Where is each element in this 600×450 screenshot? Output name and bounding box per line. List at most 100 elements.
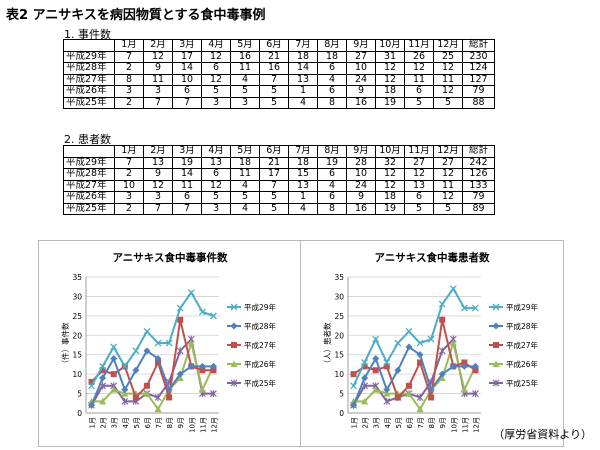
table-cell: 10 [346, 168, 376, 181]
table-cell: 5 [433, 202, 463, 215]
table-cell: 12 [433, 168, 463, 181]
table-cell: 3 [114, 85, 144, 98]
row-label: 平成26年 [63, 191, 115, 204]
table-cell: 5 [404, 202, 434, 215]
table-cell: 13 [143, 156, 173, 169]
table-cell: 12 [404, 62, 434, 75]
table-cell: 19 [172, 156, 202, 169]
legend-label: 平成27年 [244, 340, 277, 350]
table-cell: 18 [288, 50, 318, 63]
table-cell: 16 [346, 96, 376, 109]
data-point-marker [154, 339, 162, 347]
total-cell: 133 [462, 179, 495, 192]
data-point-marker [438, 370, 446, 378]
x-tick-label: 3月 [111, 417, 119, 428]
table-cell: 3 [201, 96, 231, 109]
table-cell: 24 [346, 179, 376, 192]
data-point-marker [209, 312, 217, 320]
table-cell: 4 [230, 202, 260, 215]
data-point-marker [439, 316, 446, 323]
data-point-marker [460, 386, 468, 393]
table-row: 平成25年 2 7 7 3 4 5 4 8 16 19 5 5 89 [63, 202, 495, 215]
row-label: 平成26年 [63, 85, 115, 98]
x-tick-label: 5月 [395, 417, 403, 428]
x-tick-label: 11月 [199, 417, 207, 433]
data-point-marker [492, 322, 500, 330]
series-group [88, 289, 217, 390]
table-cell: 8 [317, 202, 347, 215]
legend-label: 平成26年 [244, 359, 277, 369]
x-tick-label: 12月 [472, 417, 480, 433]
table-cell: 1 [288, 85, 318, 98]
y-tick-label: 0 [77, 409, 82, 418]
data-point-marker [154, 405, 162, 413]
table-cell: 13 [288, 73, 318, 86]
table-cell: 17 [259, 168, 289, 181]
table-cell: 4 [317, 179, 347, 192]
y-tick-label: 15 [334, 351, 344, 360]
table-cell: 6 [404, 191, 434, 204]
table-cell: 4 [230, 73, 260, 86]
table-cell: 18 [375, 191, 405, 204]
data-point-marker [472, 367, 479, 374]
table-row: 平成28年 2 9 14 6 11 17 15 6 10 12 12 12 126 [63, 168, 495, 181]
table-cell: 8 [114, 73, 144, 86]
table-cell: 14 [172, 168, 202, 181]
data-point-marker [438, 374, 446, 382]
data-point-marker [99, 374, 107, 382]
row-label: 平成28年 [63, 62, 115, 75]
data-point-marker [187, 362, 195, 370]
column-header: 1月 [114, 39, 144, 52]
incidents-table: 1月 2月 3月 4月 5月 6月 7月 8月 9月 10月 11月 12月 総計 平成29年 7 12 17 1… [63, 39, 495, 109]
data-point-marker [405, 343, 413, 351]
table-cell: 7 [114, 50, 144, 63]
table-cell: 17 [172, 50, 202, 63]
data-point-marker [230, 322, 238, 330]
data-point-marker [405, 382, 412, 389]
table-cell: 4 [288, 202, 318, 215]
data-point-marker [383, 359, 391, 366]
table-cell: 13 [201, 156, 231, 169]
column-header: 4月 [201, 39, 231, 52]
column-header: 8月 [317, 145, 347, 158]
total-cell: 89 [462, 202, 495, 215]
table-cell: 1 [288, 191, 318, 204]
legend-label: 平成25年 [244, 378, 277, 388]
table-cell: 6 [317, 85, 347, 98]
table-cell: 7 [259, 179, 289, 192]
table-cell: 2 [114, 62, 144, 75]
legend-label: 平成25年 [506, 378, 539, 388]
table-cell: 12 [201, 179, 231, 192]
data-point-marker [350, 401, 358, 409]
row-label: 平成27年 [63, 179, 115, 192]
data-point-marker [176, 370, 184, 378]
table-cell: 4 [230, 179, 260, 192]
legend-label: 平成28年 [244, 321, 277, 331]
x-tick-label: 9月 [177, 417, 185, 428]
table-cell: 13 [288, 179, 318, 192]
table-cell: 7 [143, 96, 173, 109]
column-header: 5月 [230, 145, 260, 158]
data-point-marker [372, 355, 380, 363]
data-point-marker [165, 339, 173, 347]
incidents-header-row: 1月 2月 3月 4月 5月 6月 7月 8月 9月 10月 11月 12月 総計 [63, 39, 495, 52]
column-header: 9月 [346, 39, 376, 52]
y-tick-label: 30 [334, 292, 344, 301]
data-point-marker [383, 397, 391, 405]
data-point-marker [492, 379, 500, 387]
data-point-marker [88, 401, 96, 409]
column-header: 7月 [288, 39, 318, 52]
table-cell: 6 [201, 168, 231, 181]
table-cell: 10 [172, 73, 202, 86]
data-point-marker [350, 371, 357, 378]
data-point-marker [492, 360, 500, 367]
patients-line-chart: アニサキス食中毒患者数 0 5 10 15 20 25 30 35 1月 2月 3月 4月 5月 6月 7月 8… [322, 251, 539, 433]
table-cell: 18 [288, 156, 318, 169]
table-cell: 12 [375, 62, 405, 75]
chart-title: アニサキス食中毒患者数 [375, 251, 490, 264]
table-cell: 6 [317, 168, 347, 181]
data-point-marker [88, 378, 95, 385]
table-cell: 27 [346, 50, 376, 63]
table-cell: 3 [143, 85, 173, 98]
series-group [350, 343, 479, 409]
